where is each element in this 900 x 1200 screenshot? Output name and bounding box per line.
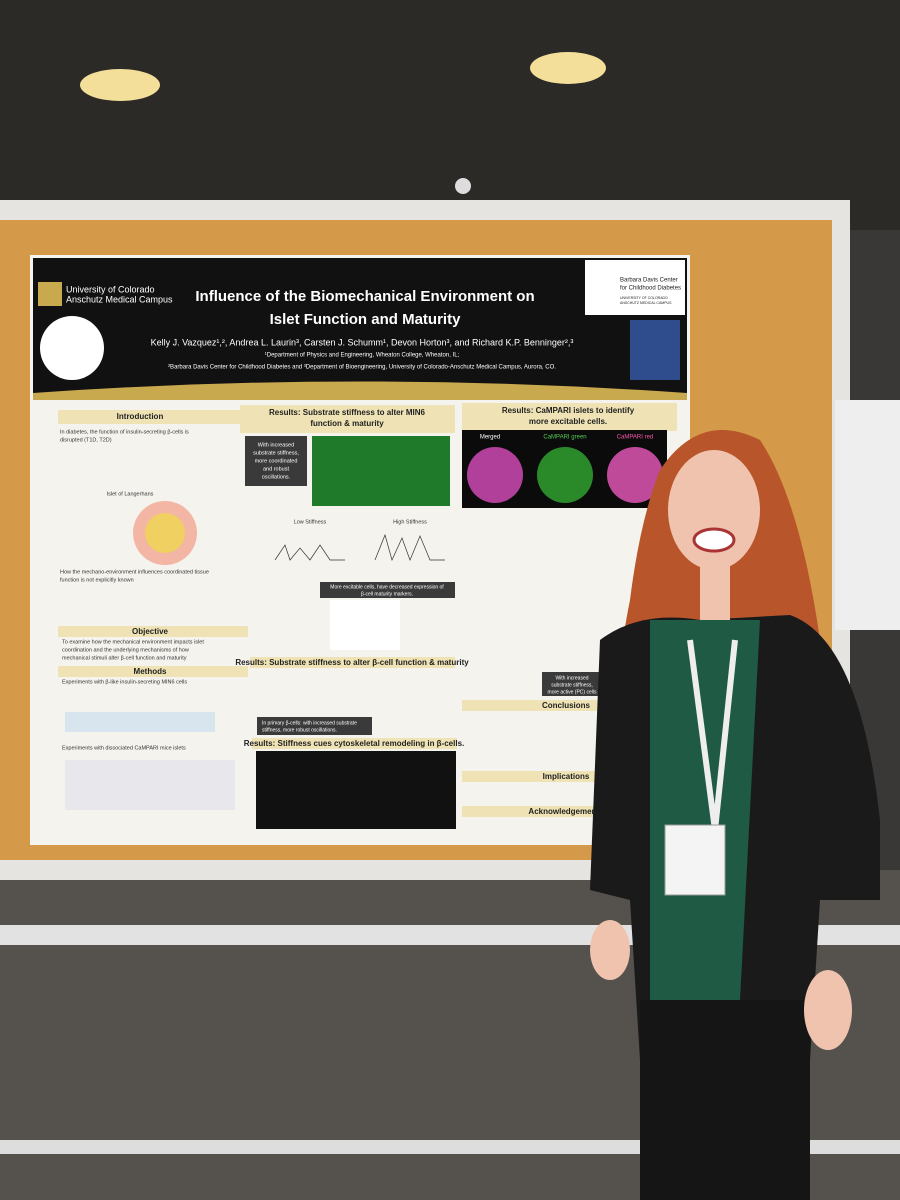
callout-text: β-cell maturity markers. <box>361 591 413 597</box>
wheaton-logo <box>630 320 680 380</box>
poster-header <box>33 258 687 393</box>
text: disrupted (T1D, T2D) <box>60 437 112 443</box>
bdc-name: for Childhood Diabetes <box>620 286 681 292</box>
hand <box>590 920 630 980</box>
bdc-sub: UNIVERSITY OF COLORADO <box>620 296 668 300</box>
heading: Results: Substrate stiffness to alter β-… <box>235 658 469 667</box>
sensor <box>455 178 471 194</box>
callout <box>320 582 455 598</box>
panel-label: CaMPARI green <box>543 435 586 441</box>
bdc-sub: ANSCHUTZ MEDICAL CAMPUS <box>620 301 672 305</box>
header-curve <box>33 381 687 400</box>
text: To examine how the mechanical environmen… <box>62 639 204 645</box>
callout-text: More excitable cells, have decreased exp… <box>330 584 444 590</box>
callout-text: With increased <box>555 675 588 681</box>
panel-label: CaMPARI red <box>617 435 654 441</box>
ceiling-light <box>80 69 160 101</box>
side-poster <box>835 400 900 630</box>
method-figure <box>65 760 235 810</box>
cu-logo <box>38 282 62 306</box>
heading: Methods <box>134 667 167 676</box>
section-head <box>462 403 677 431</box>
university: University of Colorado <box>66 284 155 294</box>
bar-figure <box>330 600 400 650</box>
heading: Implications <box>543 772 590 781</box>
campus: Anschutz Medical Campus <box>66 294 173 304</box>
text: Experiments with β-like insulin-secretin… <box>62 679 187 685</box>
section-head <box>58 410 248 424</box>
section-head <box>462 806 602 817</box>
panel-label: High Stiffness <box>393 519 427 525</box>
section-head <box>240 405 455 433</box>
heading: Conclusions <box>542 701 591 710</box>
callout-text: and robust <box>263 466 289 472</box>
smile <box>692 527 736 553</box>
section-head <box>250 657 455 668</box>
neck <box>700 565 730 620</box>
title: Islet Function and Maturity <box>270 311 461 328</box>
islet-image <box>607 447 663 503</box>
callout-text: stiffness, more robust oscillations. <box>262 727 337 733</box>
heading: Acknowledgements <box>528 807 604 816</box>
heading: Results: Stiffness cues cytoskeletal rem… <box>244 739 465 748</box>
heading: more excitable cells. <box>529 417 607 426</box>
text: Experiments with dissociated CaMPARI mic… <box>62 745 186 751</box>
heading: Introduction <box>117 412 164 421</box>
micrograph <box>256 751 456 829</box>
text: How the mechano-environment influences c… <box>60 569 209 575</box>
text: function is not explicitly known <box>60 577 134 583</box>
face <box>668 450 760 570</box>
title: Influence of the Biomechanical Environme… <box>195 288 534 305</box>
method-figure <box>65 712 215 732</box>
heading: Results: CaMPARI islets to identify <box>502 406 635 415</box>
affiliation: ¹Department of Physics and Engineering, … <box>265 353 460 359</box>
text: mechanical stimuli alter β-cell function… <box>62 655 187 661</box>
heading: Results: Substrate stiffness to alter MI… <box>269 408 426 417</box>
micrograph <box>312 436 450 506</box>
text: coordination and the underlying mechanis… <box>62 647 189 653</box>
heading: Objective <box>132 627 169 636</box>
trace <box>274 544 345 561</box>
hand <box>804 970 852 1050</box>
ceiling <box>0 0 900 230</box>
callout-text: oscillations. <box>262 474 291 480</box>
text: In diabetes, the function of insulin-sec… <box>60 429 189 435</box>
callout-text: substrate stiffness, <box>551 682 593 688</box>
callout <box>257 717 372 735</box>
affiliation: ²Barbara Davis Center for Childhood Diab… <box>168 365 556 371</box>
callout-text: more active (PC) cells <box>548 689 597 695</box>
bdc-logo <box>585 260 685 315</box>
section-head <box>252 738 457 749</box>
section-head <box>462 771 602 782</box>
heading: function & maturity <box>310 419 384 428</box>
callout-text: more coordinated <box>255 458 298 464</box>
pants <box>640 1000 810 1200</box>
callout-text: In primary β-cells: with increased subst… <box>262 720 357 726</box>
islet-image <box>537 447 593 503</box>
diagram-label: Islet of Langerhans <box>107 491 154 497</box>
bdc-name: Barbara Davis Center <box>620 278 678 284</box>
panel-label: Merged <box>480 435 500 441</box>
callout-text: With increased <box>258 442 294 448</box>
ceiling-light <box>530 52 606 84</box>
shirt <box>650 620 760 1000</box>
callout-text: substrate stiffness, <box>253 450 299 456</box>
authors: Kelly J. Vazquez¹,², Andrea L. Laurin³, … <box>151 337 574 347</box>
islet-image <box>467 447 523 503</box>
callout <box>542 672 602 696</box>
callout <box>245 436 307 486</box>
section-head <box>462 700 602 711</box>
foundation-logo <box>40 316 104 380</box>
badge <box>664 824 726 896</box>
islet-core <box>145 513 185 553</box>
panel-label: Low Stiffness <box>294 519 327 525</box>
trace <box>374 533 445 562</box>
section-head <box>58 666 248 677</box>
section-head <box>58 626 248 637</box>
